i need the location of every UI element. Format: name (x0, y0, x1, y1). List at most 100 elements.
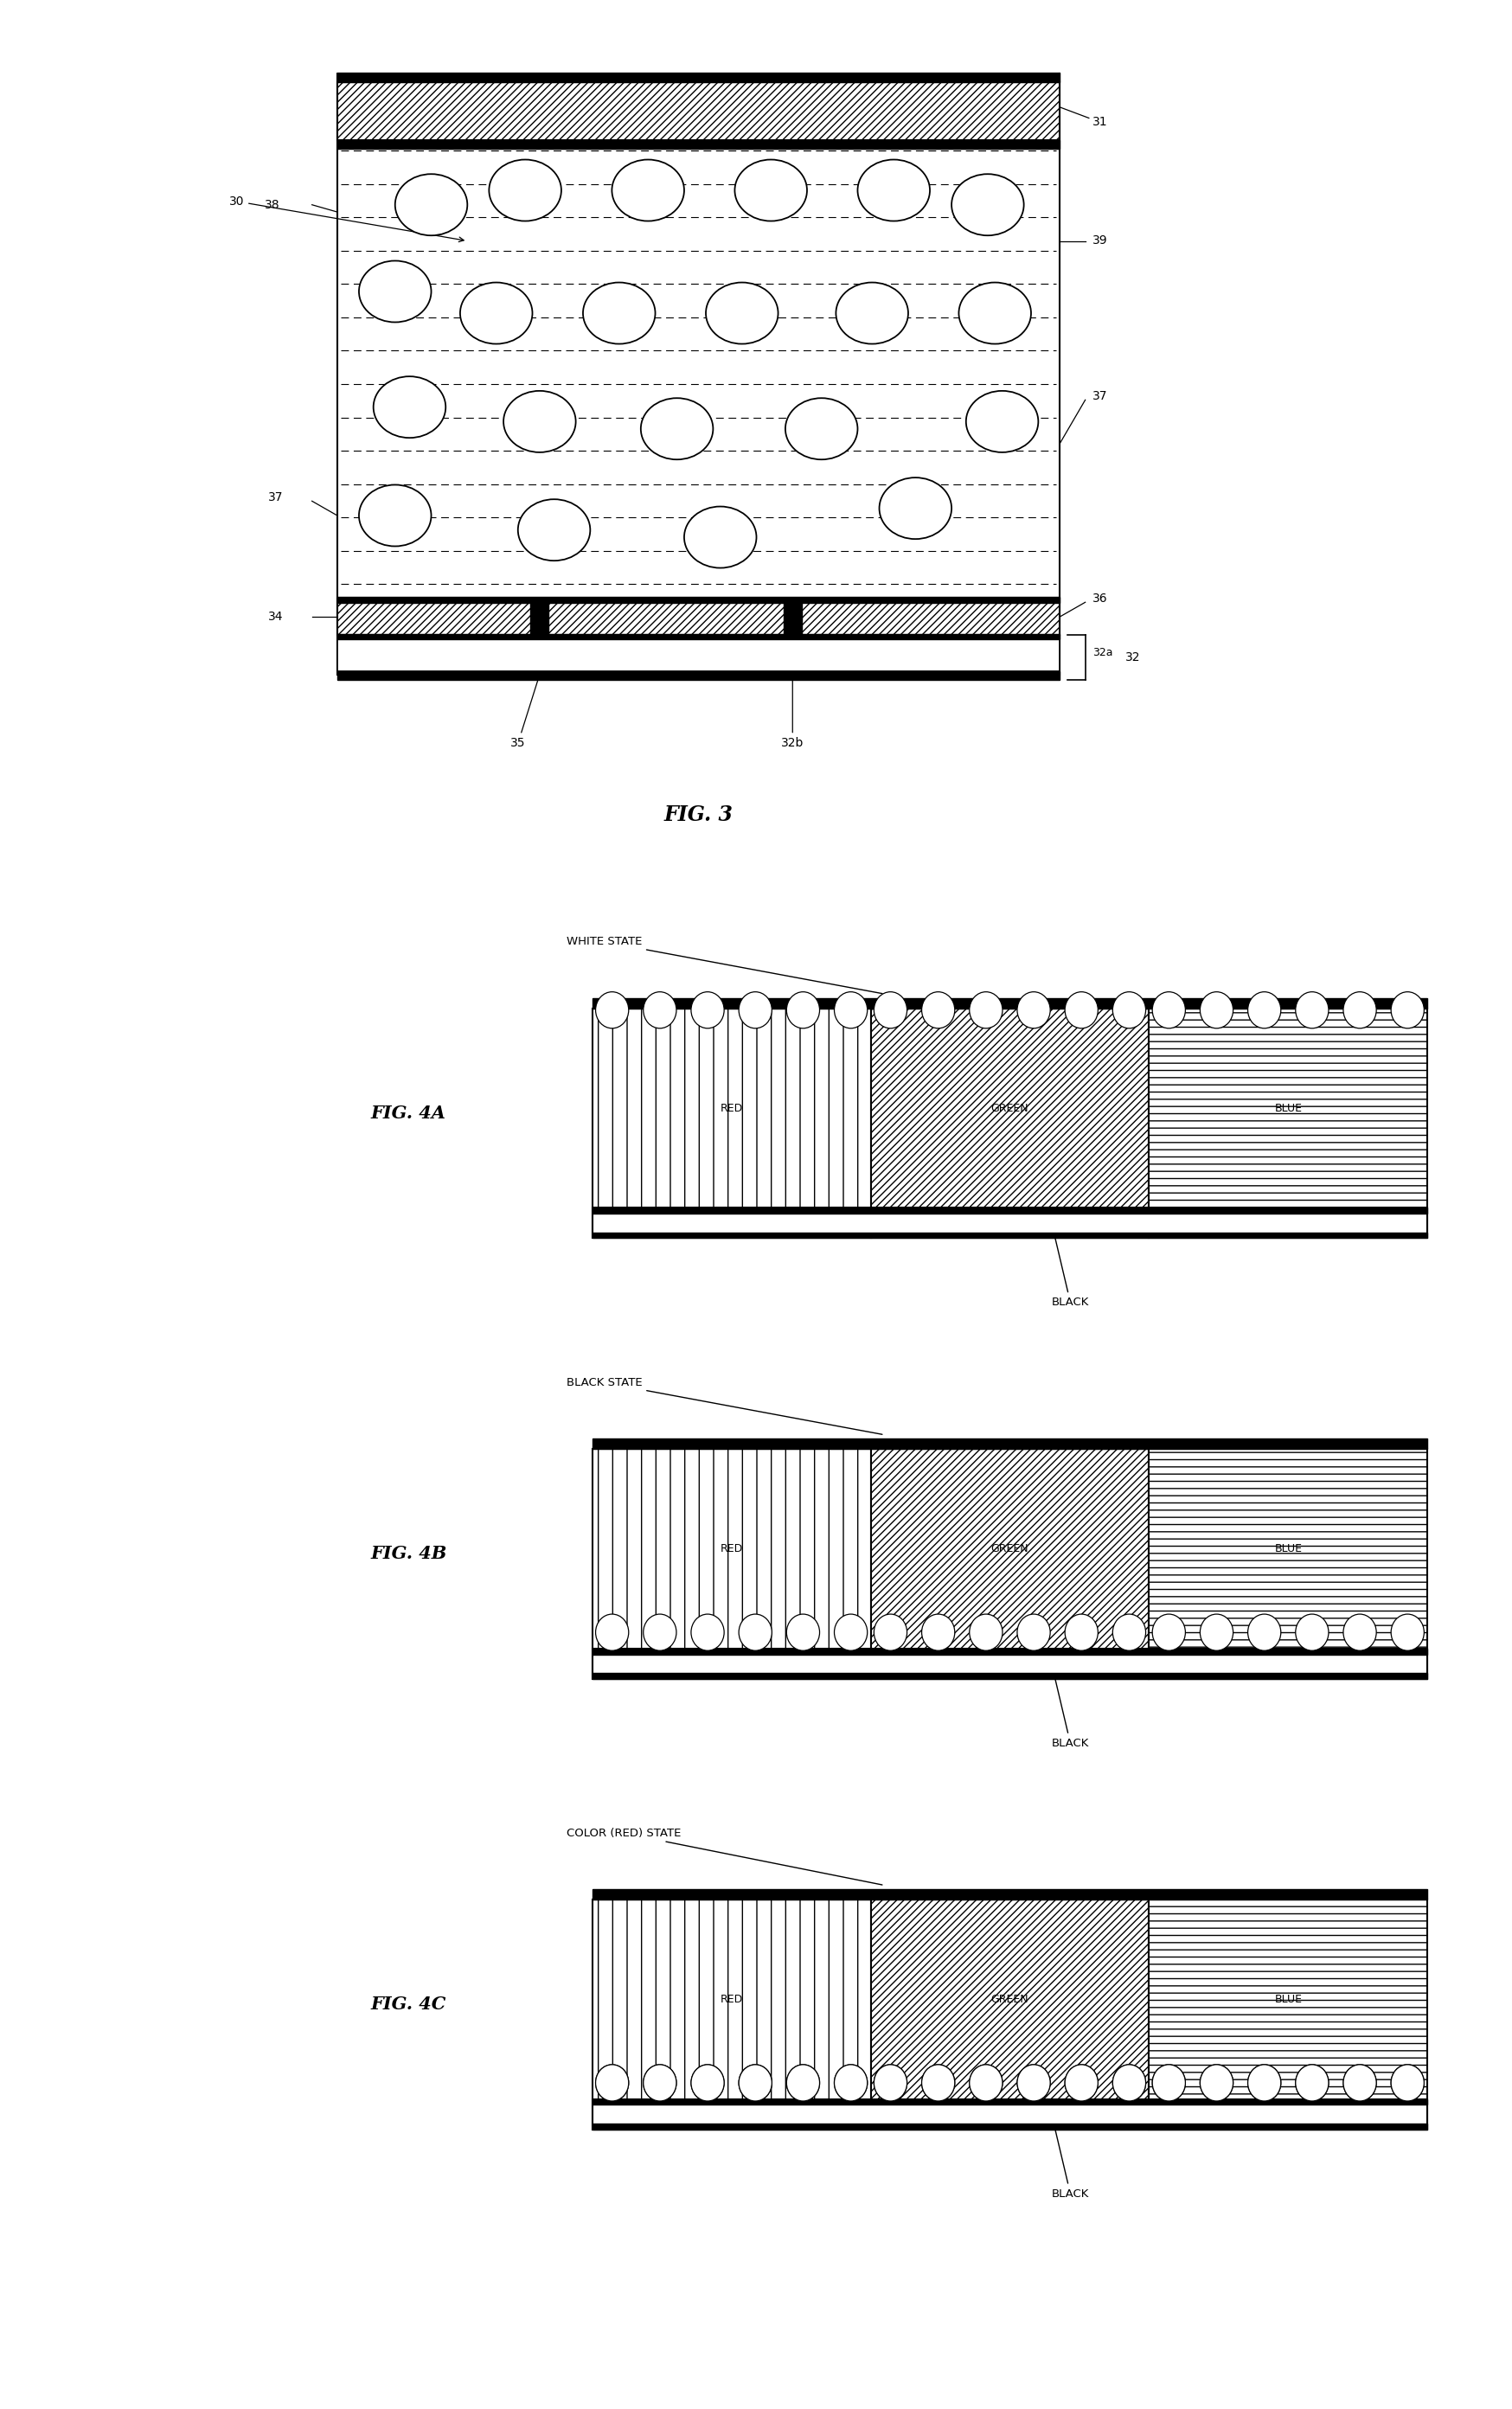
Bar (593, 1648, 1427, 1655)
Bar (593, 2098, 1427, 2105)
Ellipse shape (691, 1614, 724, 1650)
Ellipse shape (786, 1614, 820, 1650)
Ellipse shape (1390, 993, 1423, 1029)
Ellipse shape (969, 2065, 1002, 2101)
Ellipse shape (641, 397, 712, 460)
Text: 31: 31 (1092, 116, 1107, 128)
Ellipse shape (643, 2065, 676, 2101)
Ellipse shape (786, 993, 820, 1029)
Ellipse shape (1064, 1614, 1098, 1650)
Bar (1149, 1901, 1427, 2130)
Text: 37: 37 (268, 491, 283, 503)
Text: GREEN: GREEN (990, 1103, 1028, 1113)
Ellipse shape (691, 2065, 724, 2101)
Ellipse shape (1294, 1614, 1328, 1650)
Ellipse shape (596, 1614, 629, 1650)
Ellipse shape (878, 477, 951, 540)
Ellipse shape (738, 993, 771, 1029)
Ellipse shape (836, 282, 907, 344)
Bar (531, 597, 549, 634)
Ellipse shape (1016, 993, 1049, 1029)
Bar (1149, 1009, 1427, 1238)
Ellipse shape (1247, 993, 1281, 1029)
Bar (337, 72, 1060, 82)
Ellipse shape (969, 2065, 1002, 2101)
Ellipse shape (1294, 993, 1328, 1029)
Ellipse shape (1064, 993, 1098, 1029)
Ellipse shape (738, 2065, 771, 2101)
Ellipse shape (1294, 2065, 1328, 2101)
Text: BLACK STATE: BLACK STATE (565, 1378, 881, 1433)
Ellipse shape (503, 390, 576, 453)
Ellipse shape (596, 2065, 629, 2101)
Text: BLUE: BLUE (1273, 1995, 1302, 2004)
Ellipse shape (874, 2065, 907, 2101)
Text: RED: RED (720, 1544, 742, 1554)
Bar (593, 1648, 1427, 1679)
Ellipse shape (691, 2065, 724, 2101)
Text: 37: 37 (1092, 390, 1107, 402)
Ellipse shape (1152, 993, 1185, 1029)
Ellipse shape (1111, 993, 1145, 1029)
Ellipse shape (921, 2065, 954, 2101)
Ellipse shape (833, 2065, 866, 2101)
Ellipse shape (1343, 993, 1376, 1029)
Ellipse shape (874, 2065, 907, 2101)
Ellipse shape (373, 376, 446, 438)
Ellipse shape (735, 159, 806, 222)
Ellipse shape (786, 2065, 820, 2101)
Ellipse shape (1199, 2065, 1232, 2101)
Ellipse shape (582, 282, 655, 344)
Text: GREEN: GREEN (990, 1995, 1028, 2004)
Text: 39: 39 (1092, 234, 1107, 248)
Ellipse shape (921, 1614, 954, 1650)
Bar (593, 1901, 871, 2130)
Ellipse shape (1199, 1614, 1232, 1650)
Ellipse shape (738, 2065, 771, 2101)
Text: 32a: 32a (1092, 648, 1113, 658)
Text: FIG. 3: FIG. 3 (664, 805, 733, 826)
Ellipse shape (1390, 2065, 1423, 2101)
Ellipse shape (643, 993, 676, 1029)
Ellipse shape (1343, 1614, 1376, 1650)
Bar (337, 82, 1060, 140)
Ellipse shape (1199, 2065, 1232, 2101)
Text: BLACK: BLACK (1051, 2118, 1089, 2199)
Bar (593, 2098, 1427, 2130)
Text: COLOR (RED) STATE: COLOR (RED) STATE (565, 1828, 881, 1884)
Ellipse shape (833, 993, 866, 1029)
Bar (593, 1233, 1427, 1238)
Ellipse shape (460, 282, 532, 344)
Bar (593, 1674, 1427, 1679)
Bar (337, 634, 1060, 670)
Text: 32b: 32b (780, 677, 803, 749)
Bar (593, 1207, 1427, 1238)
Text: 34: 34 (268, 609, 283, 624)
Ellipse shape (517, 499, 590, 561)
Ellipse shape (1016, 2065, 1049, 2101)
Bar (593, 1207, 1427, 1214)
Ellipse shape (966, 390, 1037, 453)
Ellipse shape (395, 173, 467, 236)
Bar (783, 597, 801, 634)
Ellipse shape (785, 397, 857, 460)
Text: 35: 35 (510, 677, 538, 749)
Ellipse shape (488, 159, 561, 222)
Ellipse shape (358, 484, 431, 547)
Ellipse shape (1199, 993, 1232, 1029)
Bar (1149, 1450, 1427, 1679)
Ellipse shape (683, 506, 756, 569)
Ellipse shape (706, 282, 777, 344)
Ellipse shape (969, 993, 1002, 1029)
Bar (593, 1009, 871, 1238)
Ellipse shape (959, 282, 1031, 344)
Ellipse shape (969, 1614, 1002, 1650)
Bar (871, 1901, 1149, 2130)
Bar (337, 634, 1060, 638)
Ellipse shape (857, 159, 930, 222)
Ellipse shape (611, 159, 683, 222)
Bar (593, 1438, 1427, 1450)
Ellipse shape (1343, 2065, 1376, 2101)
Ellipse shape (596, 993, 629, 1029)
Text: 32: 32 (1125, 650, 1140, 662)
